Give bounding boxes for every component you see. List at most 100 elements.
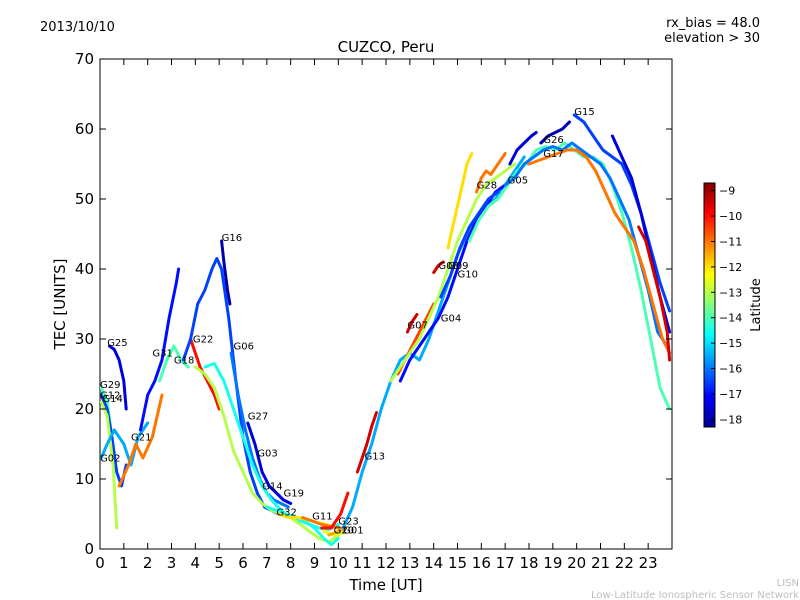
elevation-label: elevation > 30 <box>664 31 760 46</box>
series-g10 <box>439 190 500 299</box>
footer-short: LISN <box>777 578 799 589</box>
sat-label-g18: G18 <box>174 356 194 367</box>
y-tick-label: 10 <box>75 470 94 488</box>
plot-area <box>99 58 673 550</box>
colorbar-tick-label: −9 <box>719 185 735 198</box>
series-g22e <box>637 225 672 362</box>
sat-label-g22: G22 <box>193 335 213 346</box>
sat-label-g12: G12 <box>100 391 120 402</box>
colorbar-tick-label: −17 <box>719 388 742 401</box>
y-tick-label: 60 <box>75 120 94 138</box>
colorbar-tick-label: −14 <box>719 312 742 325</box>
x-tick-label: 21 <box>591 554 610 572</box>
rx-bias-label: rx_bias = 48.0 <box>666 16 760 31</box>
colorbar-tick-label: −15 <box>719 337 742 350</box>
series-g04 <box>398 183 507 383</box>
series-g27 <box>246 421 293 505</box>
x-axis-label: Time [UT] <box>348 576 422 594</box>
x-tick-label: 18 <box>519 554 538 572</box>
sat-label-g29: G29 <box>100 380 120 391</box>
series-g08 <box>432 260 445 274</box>
colorbar-ticks: −9 −10 −11 −12 −13 −14 −15 −16 −17 −18 <box>711 185 742 426</box>
series-g09 <box>389 162 517 383</box>
chart-title: CUZCO, Peru <box>338 38 435 56</box>
sat-label-g15: G15 <box>574 107 594 118</box>
sat-label-g23: G23 <box>338 517 358 528</box>
series-g19 <box>265 505 340 547</box>
y-tick-label: 0 <box>84 540 94 558</box>
x-tick-label: 19 <box>543 554 562 572</box>
series-g02 <box>100 421 150 467</box>
y-tick-label: 40 <box>75 260 94 278</box>
colorbar <box>703 182 716 428</box>
x-tick-label: 23 <box>639 554 658 572</box>
sat-label-g02: G02 <box>100 454 120 465</box>
x-tick-label: 8 <box>286 554 296 572</box>
x-tick-label: 5 <box>214 554 224 572</box>
series-g18 <box>158 344 190 383</box>
x-tick-label: 16 <box>472 554 491 572</box>
x-tick-label: 10 <box>329 554 348 572</box>
y-tick-label: 70 <box>75 50 94 68</box>
axis-ticks: 0 1 2 3 4 5 6 7 8 9 10 11 12 13 14 15 16 17 18 19 20 21 22 2301… <box>75 50 672 572</box>
x-tick-label: 22 <box>615 554 634 572</box>
sat-label-layer: G25G29G12G14G02G21G31G18G22G16G06G27G03G… <box>100 107 595 537</box>
sat-label-g19: G19 <box>284 489 304 500</box>
x-tick-label: 12 <box>376 554 395 572</box>
series-g28 <box>475 152 507 194</box>
colorbar-tick-label: −18 <box>719 413 742 426</box>
sat-label-g11: G11 <box>312 512 332 523</box>
x-tick-label: 4 <box>191 554 201 572</box>
date-label: 2013/10/10 <box>40 20 115 35</box>
sat-label-g04: G04 <box>441 314 461 325</box>
sat-label-g28: G28 <box>477 181 497 192</box>
x-tick-label: 14 <box>424 554 443 572</box>
sat-label-g10: G10 <box>458 269 478 280</box>
series-g20 <box>322 530 345 537</box>
series-g10y <box>446 152 474 250</box>
sat-label-g14: G14 <box>262 482 282 493</box>
sat-label-g16: G16 <box>222 233 242 244</box>
series-g23 <box>320 491 350 530</box>
sat-label-g09: G09 <box>448 261 468 272</box>
sat-label-g27: G27 <box>248 412 268 423</box>
colorbar-tick-label: −10 <box>719 210 742 223</box>
sat-label-g20: G20 <box>334 526 354 537</box>
x-tick-label: 9 <box>310 554 320 572</box>
colorbar-tick-label: −16 <box>719 363 742 376</box>
sat-label-g21: G21 <box>131 433 151 444</box>
series-g15 <box>572 113 672 313</box>
x-tick-label: 3 <box>167 554 177 572</box>
sat-label-g17: G17 <box>543 149 563 160</box>
colorbar-tick-label: −12 <box>719 261 742 274</box>
colorbar-tick-label: −11 <box>719 235 742 248</box>
footer-long: Low-Latitude Ionospheric Sensor Network <box>591 590 799 600</box>
series-g25 <box>108 344 128 411</box>
colorbar-tick-label: −13 <box>719 286 742 299</box>
series-g07r <box>405 313 419 334</box>
series-g03 <box>203 362 340 531</box>
series-g31 <box>139 267 181 432</box>
x-tick-label: 6 <box>238 554 248 572</box>
sat-label-g06: G06 <box>234 342 254 353</box>
x-tick-label: 13 <box>400 554 419 572</box>
colorbar-label: Latitude <box>749 278 764 332</box>
y-axis-label: TEC [UNITS] <box>51 259 69 351</box>
x-tick-label: 17 <box>496 554 515 572</box>
sat-label-g31: G31 <box>152 349 172 360</box>
x-tick-label: 2 <box>143 554 153 572</box>
y-tick-label: 20 <box>75 400 94 418</box>
y-tick-label: 30 <box>75 330 94 348</box>
series-g15b <box>539 120 571 145</box>
x-tick-label: 7 <box>262 554 272 572</box>
series-g17b <box>508 131 538 166</box>
series-g11 <box>301 516 343 530</box>
sat-label-g01: G01 <box>343 526 363 537</box>
x-tick-label: 0 <box>95 554 105 572</box>
series-layer <box>100 113 672 547</box>
sat-label-g14: G14 <box>102 394 122 405</box>
sat-label-g25: G25 <box>107 338 127 349</box>
sat-label-g07: G07 <box>407 321 427 332</box>
series-g21 <box>117 393 164 488</box>
